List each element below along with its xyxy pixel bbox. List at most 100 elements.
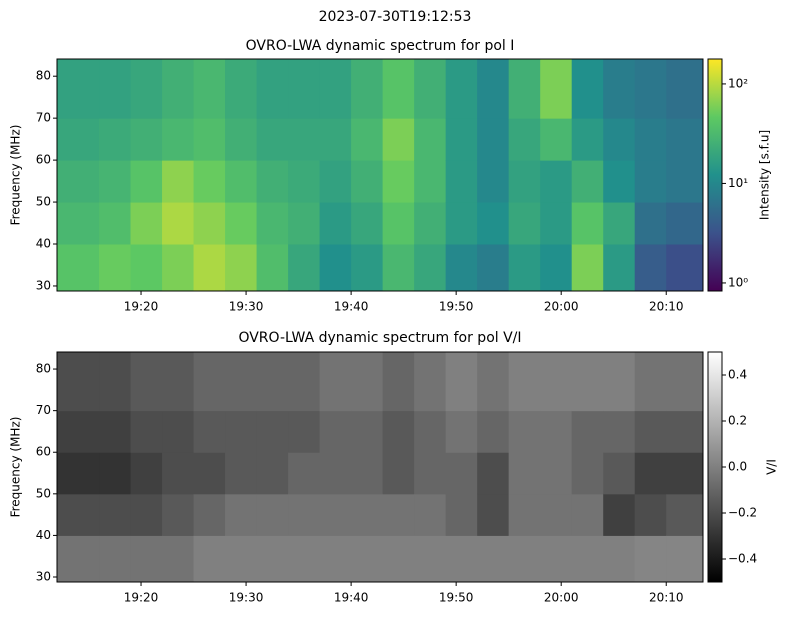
heatmap-cell: [540, 535, 573, 583]
heatmap-cell: [414, 244, 447, 292]
heatmap-cell: [256, 160, 289, 203]
heatmap-cell: [666, 244, 704, 292]
heatmap-cell: [162, 493, 195, 536]
heatmap-cell: [445, 410, 478, 453]
heatmap-cell: [288, 493, 321, 536]
x-tick-label: 19:40: [334, 300, 369, 314]
heatmap-cell: [351, 244, 384, 292]
heatmap-cell: [193, 535, 226, 583]
heatmap-cell: [445, 352, 478, 412]
heatmap-cell: [508, 493, 541, 536]
heatmap-cell: [319, 59, 352, 119]
heatmap-cell: [57, 244, 100, 292]
heatmap-cell: [540, 202, 573, 245]
heatmap-cell: [319, 244, 352, 292]
heatmap-cell: [225, 118, 258, 161]
heatmap-cell: [256, 244, 289, 292]
heatmap-cell: [477, 202, 510, 245]
heatmap-cell: [57, 410, 100, 453]
heatmap-cell: [666, 118, 704, 161]
heatmap-cell: [193, 202, 226, 245]
y-axis-label: Frequency (MHz): [9, 125, 23, 226]
heatmap-cell: [477, 452, 510, 495]
heatmap-cell: [225, 493, 258, 536]
heatmap-cell: [162, 535, 195, 583]
heatmap-cell: [288, 244, 321, 292]
y-tick-label: 60: [36, 153, 51, 167]
heatmap-cell: [288, 59, 321, 119]
heatmap-cell: [603, 535, 636, 583]
heatmap-cell: [382, 410, 415, 453]
heatmap-cell: [288, 352, 321, 412]
heatmap-cell: [351, 118, 384, 161]
heatmap-cell: [130, 452, 163, 495]
heatmap-cell: [414, 202, 447, 245]
heatmap-cell: [666, 202, 704, 245]
heatmap-cell: [57, 535, 100, 583]
panel-title: OVRO-LWA dynamic spectrum for pol V/I: [238, 330, 521, 346]
plot-frame: [56, 58, 704, 292]
heatmap-cell: [571, 535, 604, 583]
colorbar: [707, 351, 723, 583]
heatmap-cell: [445, 244, 478, 292]
heatmap-cell: [445, 535, 478, 583]
heatmap-cell: [508, 160, 541, 203]
heatmap-cell: [571, 493, 604, 536]
heatmap-cell: [57, 352, 100, 412]
heatmap-cell: [445, 118, 478, 161]
heatmap-cell: [634, 59, 667, 119]
heatmap-cell: [288, 118, 321, 161]
heatmap-cell: [99, 202, 132, 245]
heatmap-cell: [540, 244, 573, 292]
heatmap-cell: [162, 118, 195, 161]
heatmap-cell: [319, 160, 352, 203]
heatmap-cell: [99, 493, 132, 536]
heatmap-cell: [477, 535, 510, 583]
y-tick-label: 60: [36, 445, 51, 459]
heatmap-cell: [666, 452, 704, 495]
heatmap-cell: [351, 59, 384, 119]
heatmap-cell: [571, 244, 604, 292]
heatmap-cell: [508, 202, 541, 245]
heatmap-cell: [382, 352, 415, 412]
heatmap-cell: [634, 202, 667, 245]
heatmap-cell: [57, 493, 100, 536]
heatmap-cell: [319, 535, 352, 583]
colorbar-tick-label: 10⁰: [728, 275, 748, 289]
heatmap-cell: [571, 352, 604, 412]
heatmap-cell: [540, 59, 573, 119]
heatmap-cell: [382, 59, 415, 119]
heatmap-cell: [288, 535, 321, 583]
heatmap-cell: [666, 410, 704, 453]
heatmap-cell: [666, 535, 704, 583]
heatmap-cell: [508, 452, 541, 495]
heatmap-cell: [162, 59, 195, 119]
heatmap-cell: [414, 59, 447, 119]
heatmap-cell: [162, 452, 195, 495]
heatmap-cell: [162, 410, 195, 453]
y-tick-label: 30: [36, 570, 51, 584]
heatmap-cell: [130, 244, 163, 292]
heatmap-cell: [603, 493, 636, 536]
heatmap-cell: [540, 118, 573, 161]
heatmap-cell: [445, 493, 478, 536]
x-tick-label: 20:00: [544, 591, 579, 605]
heatmap: [57, 59, 704, 292]
heatmap-cell: [57, 118, 100, 161]
heatmap-cell: [634, 244, 667, 292]
heatmap-cell: [351, 493, 384, 536]
heatmap-cell: [666, 59, 704, 119]
heatmap-cell: [351, 202, 384, 245]
heatmap-cell: [382, 452, 415, 495]
heatmap-cell: [634, 452, 667, 495]
heatmap-cell: [382, 160, 415, 203]
heatmap-cell: [508, 59, 541, 119]
y-tick-label: 70: [36, 111, 51, 125]
heatmap-cell: [256, 410, 289, 453]
heatmap-cell: [414, 410, 447, 453]
heatmap-cell: [414, 452, 447, 495]
heatmap-cell: [225, 352, 258, 412]
colorbar-tick-label: −0.4: [728, 552, 757, 566]
heatmap-cell: [351, 160, 384, 203]
heatmap-cell: [193, 244, 226, 292]
